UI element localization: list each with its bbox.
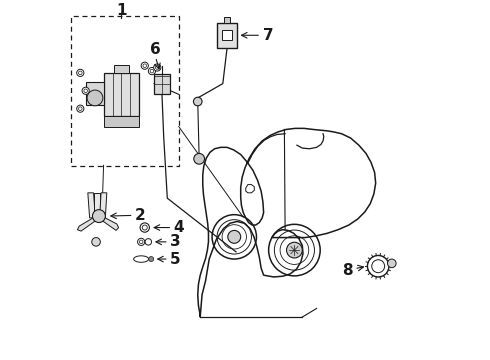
Text: 5: 5 bbox=[170, 252, 180, 266]
Circle shape bbox=[77, 105, 84, 112]
Bar bbox=[154, 74, 170, 94]
Circle shape bbox=[148, 257, 154, 262]
Text: 6: 6 bbox=[150, 42, 161, 57]
Bar bbox=[114, 65, 129, 73]
Circle shape bbox=[145, 239, 151, 245]
Polygon shape bbox=[102, 216, 119, 230]
Circle shape bbox=[138, 238, 145, 246]
Circle shape bbox=[92, 238, 100, 246]
Circle shape bbox=[77, 69, 84, 76]
Text: 1: 1 bbox=[116, 3, 127, 18]
Circle shape bbox=[93, 210, 105, 222]
Circle shape bbox=[140, 223, 149, 232]
Polygon shape bbox=[88, 193, 96, 218]
Circle shape bbox=[228, 230, 241, 243]
Bar bbox=[224, 17, 230, 23]
Bar bbox=[217, 23, 238, 48]
Polygon shape bbox=[94, 193, 100, 218]
Polygon shape bbox=[99, 193, 107, 218]
Circle shape bbox=[82, 87, 89, 94]
Polygon shape bbox=[77, 216, 96, 231]
Text: 7: 7 bbox=[263, 28, 273, 43]
Circle shape bbox=[148, 68, 155, 75]
Circle shape bbox=[388, 259, 396, 267]
Circle shape bbox=[141, 62, 148, 69]
Bar bbox=[103, 116, 139, 127]
Ellipse shape bbox=[134, 256, 148, 262]
Bar bbox=[222, 30, 232, 40]
Text: 2: 2 bbox=[135, 208, 146, 223]
Bar bbox=[72, 15, 179, 166]
Text: 3: 3 bbox=[170, 234, 180, 249]
Circle shape bbox=[194, 97, 202, 106]
Circle shape bbox=[287, 242, 302, 258]
Circle shape bbox=[154, 64, 161, 71]
Polygon shape bbox=[245, 185, 254, 193]
Circle shape bbox=[194, 153, 204, 164]
Text: 4: 4 bbox=[173, 220, 184, 235]
Bar bbox=[103, 73, 139, 116]
Text: 8: 8 bbox=[343, 263, 353, 278]
Bar bbox=[86, 82, 103, 105]
Circle shape bbox=[87, 90, 103, 106]
